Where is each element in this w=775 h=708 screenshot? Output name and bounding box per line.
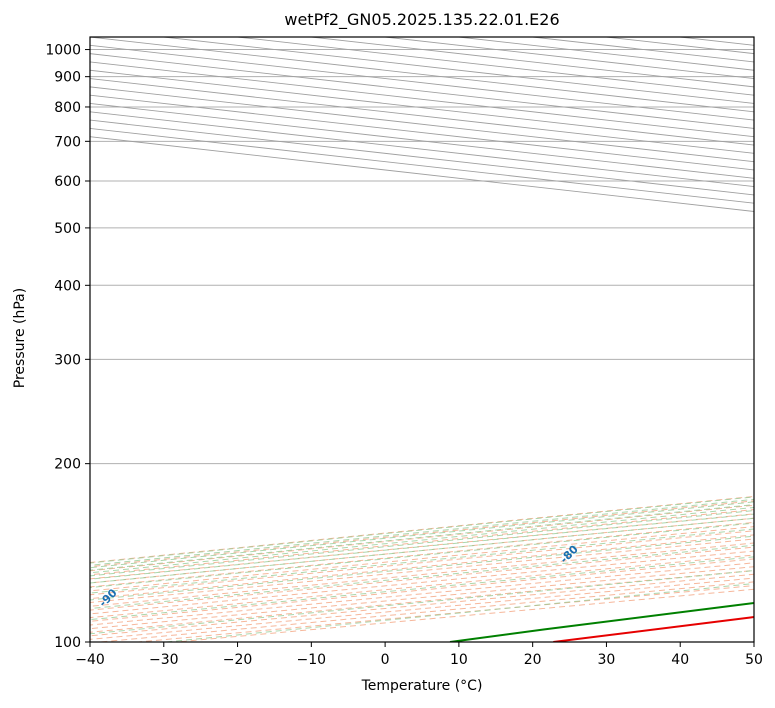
dry-adiabat bbox=[90, 562, 754, 626]
isotherm-line bbox=[90, 103, 754, 179]
y-tick-label: 1000 bbox=[45, 43, 81, 59]
isotherm-line bbox=[90, 94, 754, 171]
dry-adiabat bbox=[90, 521, 754, 588]
y-axis-ticks: 1000 900 800 700 600 500 400 300 200 100 bbox=[45, 43, 90, 651]
moist-adiabat bbox=[90, 510, 754, 577]
moist-adiabat bbox=[90, 528, 754, 594]
dewpoint-profile-line bbox=[449, 602, 754, 642]
x-tick-label: −40 bbox=[75, 652, 105, 668]
isotherm-line bbox=[753, 37, 754, 38]
moist-adiabat bbox=[90, 544, 754, 610]
x-tick-label: 50 bbox=[745, 652, 763, 668]
isotherm-line bbox=[90, 119, 754, 196]
plot-frame bbox=[89, 36, 755, 643]
chart-title: wetPf2_GN05.2025.135.22.01.E26 bbox=[284, 10, 560, 29]
dry-adiabat bbox=[90, 558, 754, 622]
moist-adiabat bbox=[90, 504, 754, 571]
x-tick-label: 40 bbox=[671, 652, 689, 668]
dry-adiabat bbox=[90, 550, 754, 615]
x-axis-ticks: −40 −30 −20 −10 0 10 20 30 40 50 bbox=[75, 642, 763, 668]
isotherm-line bbox=[90, 111, 754, 188]
y-tick-label: 800 bbox=[54, 100, 81, 116]
isotherm-line bbox=[90, 127, 754, 204]
background-line-labels: 0.10.20.40.611.52346810131620253036-100-… bbox=[96, 542, 581, 609]
isotherm-line bbox=[90, 78, 754, 154]
x-tick-label: 20 bbox=[524, 652, 542, 668]
dry-adiabat bbox=[90, 530, 754, 596]
isotherm-line bbox=[458, 37, 754, 71]
dry-adiabat bbox=[90, 534, 754, 600]
dry-adiabat bbox=[176, 588, 754, 642]
dry-adiabat bbox=[90, 517, 754, 584]
y-tick-label: 500 bbox=[54, 221, 81, 237]
moist-adiabat bbox=[90, 501, 754, 569]
moist-adiabat bbox=[90, 496, 754, 564]
x-tick-label: −10 bbox=[297, 652, 327, 668]
x-tick-label: −20 bbox=[223, 652, 253, 668]
dry-adiabat bbox=[90, 546, 754, 611]
x-tick-label: 10 bbox=[450, 652, 468, 668]
dry-adiabat bbox=[90, 573, 754, 637]
isotherm-line bbox=[90, 86, 754, 163]
dry-adiabat bbox=[90, 566, 754, 630]
background-lines bbox=[90, 37, 754, 642]
moist-adiabat bbox=[90, 513, 754, 580]
dry-adiabat bbox=[90, 577, 754, 640]
dry-adiabat bbox=[90, 504, 754, 572]
x-tick-label: −30 bbox=[149, 652, 179, 668]
moist-adiabat bbox=[90, 517, 754, 584]
dry-adiabat bbox=[90, 542, 754, 607]
dry-adiabat bbox=[90, 570, 754, 633]
y-tick-label: 300 bbox=[54, 352, 81, 368]
moist-adiabat bbox=[90, 506, 754, 574]
x-axis-label: Temperature (°C) bbox=[361, 678, 483, 694]
moist-adiabat bbox=[90, 522, 754, 589]
isotherm-line bbox=[90, 53, 754, 129]
y-tick-label: 200 bbox=[54, 457, 81, 473]
dry-adiabat bbox=[90, 509, 754, 576]
dry-adiabat bbox=[90, 513, 754, 580]
profile-lines bbox=[449, 602, 754, 642]
y-tick-label: 700 bbox=[54, 134, 81, 150]
y-tick-label: 100 bbox=[54, 635, 81, 651]
isotherm-line bbox=[90, 61, 754, 138]
moist-adiabat bbox=[90, 556, 754, 621]
dry-adiabat bbox=[90, 500, 754, 568]
x-tick-label: 0 bbox=[381, 652, 390, 668]
dry-adiabat bbox=[90, 526, 754, 592]
x-tick-label: 30 bbox=[598, 652, 616, 668]
y-tick-label: 900 bbox=[54, 70, 81, 86]
isotherm-line bbox=[90, 136, 754, 212]
moist-adiabat bbox=[90, 535, 754, 601]
y-tick-label: 400 bbox=[54, 278, 81, 294]
y-tick-label: 600 bbox=[54, 174, 81, 190]
dry-adiabat bbox=[90, 554, 754, 619]
isotherm-line bbox=[90, 44, 754, 121]
moist-adiabat bbox=[165, 582, 754, 642]
isotherm-line bbox=[90, 69, 754, 146]
moist-adiabat bbox=[90, 570, 754, 635]
dry-adiabat bbox=[90, 538, 754, 603]
moist-adiabat bbox=[90, 498, 754, 566]
dry-adiabat bbox=[90, 495, 754, 564]
